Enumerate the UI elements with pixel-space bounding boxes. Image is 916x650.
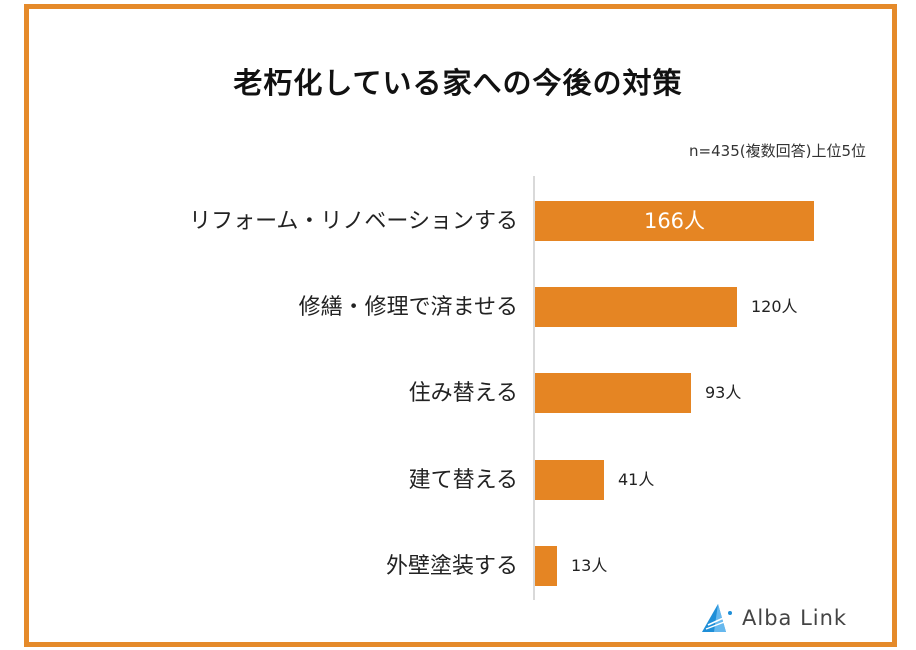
chart-frame	[24, 4, 897, 647]
value-label: 13人	[571, 556, 608, 575]
category-label: リフォーム・リノベーションする	[189, 209, 518, 234]
brand-name: Alba Link	[742, 606, 848, 630]
bar-row: 建て替える 41人	[0, 460, 916, 502]
bar	[535, 460, 604, 500]
bar-row: リフォーム・リノベーションする 166人	[0, 201, 916, 243]
value-label: 93人	[705, 383, 742, 402]
value-label: 41人	[618, 470, 655, 489]
bar-row: 修繕・修理で済ませる 120人	[0, 287, 916, 329]
category-label: 修繕・修理で済ませる	[298, 295, 518, 320]
sample-note: n=435(複数回答)上位5位	[689, 142, 866, 160]
category-label: 建て替える	[408, 468, 518, 493]
category-label: 外壁塗装する	[385, 554, 518, 579]
alba-link-logo-icon	[702, 604, 733, 632]
bar-row: 外壁塗装する 13人	[0, 546, 916, 588]
bar	[535, 546, 557, 586]
value-label: 120人	[751, 297, 798, 316]
bar	[535, 287, 737, 327]
chart-title: 老朽化している家への今後の対策	[233, 66, 683, 100]
bar-row: 住み替える 93人	[0, 373, 916, 415]
bar	[535, 373, 691, 413]
brand-logo: Alba Link	[700, 598, 847, 638]
value-label: 166人	[643, 209, 706, 233]
category-label: 住み替える	[408, 381, 518, 406]
bar	[535, 201, 814, 241]
category-axis-line	[533, 176, 535, 600]
